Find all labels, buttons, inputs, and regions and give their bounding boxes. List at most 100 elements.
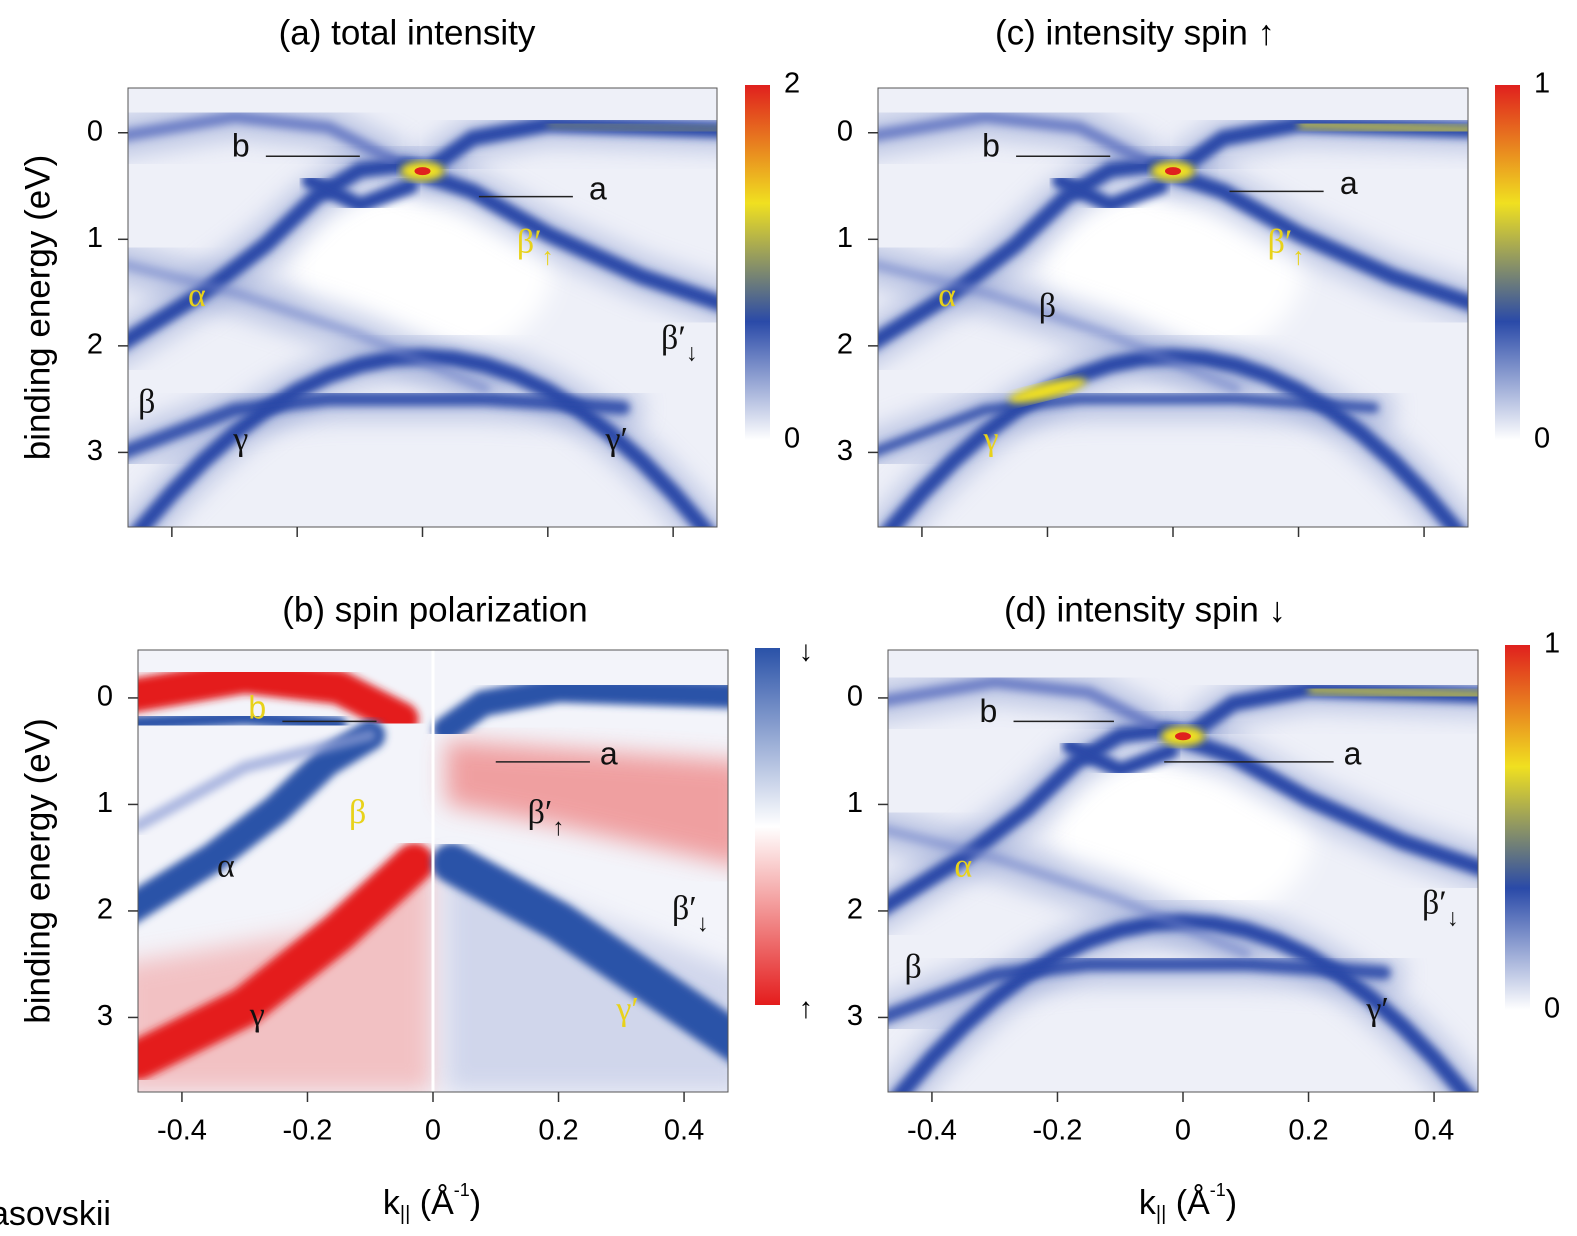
band-label: b — [232, 128, 250, 164]
heatmap — [128, 88, 717, 527]
band — [878, 260, 1241, 394]
band — [878, 394, 1379, 456]
y-tick-label: 3 — [847, 1000, 863, 1032]
heatmap — [138, 650, 728, 1092]
band — [138, 720, 386, 923]
x-axis-label: k|| (Å-1) — [383, 1180, 481, 1226]
band — [1162, 727, 1478, 876]
heatmap — [878, 88, 1468, 527]
panel-title: (c) intensity spin ↑ — [995, 13, 1275, 52]
band — [128, 392, 630, 459]
band-label-text: β — [904, 948, 921, 985]
panel: (b) spin polarization -0.4 -0.2 0 0.2 0.4 0 1 2 3… — [18, 590, 813, 1225]
band — [431, 843, 728, 1061]
band-label-text: a — [1344, 736, 1362, 772]
x-axis-label: k|| (Å-1) — [1139, 1180, 1237, 1226]
colorbar — [745, 85, 770, 440]
x-axis-label-part: k — [383, 1184, 401, 1222]
x-tick-label: 0 — [1175, 1115, 1191, 1147]
band-label: β — [904, 948, 921, 985]
band-label-sub: ↓ — [686, 340, 698, 366]
band — [888, 676, 1158, 731]
x-axis-label-part: || — [1156, 1203, 1166, 1225]
band-label: β′↑ — [517, 223, 554, 270]
band-label: β — [1039, 287, 1056, 324]
heatmap — [888, 650, 1478, 1092]
band-label-text: α — [938, 277, 956, 314]
band-label-text: b — [982, 128, 1000, 164]
band-label-text: γ′ — [615, 991, 638, 1028]
band — [878, 110, 1148, 166]
band-label: a — [1340, 165, 1358, 201]
x-axis-label-part: ) — [1226, 1184, 1237, 1222]
band-label-text: α — [954, 847, 972, 884]
band-label-text: β′ — [672, 890, 697, 927]
panel: (a) total intensity 0 1 2 3 binding energy (e… — [18, 13, 800, 537]
hotspot — [1175, 732, 1191, 741]
band-label: a — [600, 736, 618, 772]
hotspot — [414, 167, 431, 176]
band-label: α — [938, 277, 956, 314]
panel-title: (a) total intensity — [279, 13, 536, 52]
band-label-text: b — [248, 690, 266, 726]
band-label: γ′ — [615, 991, 638, 1028]
colorbar-label: ↑ — [799, 993, 814, 1025]
x-tick-label: 0.2 — [538, 1115, 578, 1147]
x-axis-label-part: (Å — [1166, 1184, 1210, 1222]
hotspot — [1298, 120, 1468, 134]
y-tick-label: 0 — [847, 681, 863, 713]
band — [128, 156, 443, 349]
band-label-sub: ↑ — [552, 815, 564, 841]
band-label-text: γ — [982, 421, 998, 458]
colorbar-tick-label: 1 — [1544, 628, 1560, 660]
x-axis-label-part: (Å — [410, 1184, 454, 1222]
band-label: β — [349, 794, 366, 831]
x-axis-label-part: ) — [470, 1184, 481, 1222]
panel: (c) intensity spin ↑ 0 1 2 3 0 1 b a α β′↑ β γ — [837, 13, 1550, 537]
band-label-text: α — [217, 847, 235, 884]
band-label: α — [217, 847, 235, 884]
band-label-sub: ↓ — [1447, 905, 1459, 931]
band-label: α — [954, 847, 972, 884]
band — [432, 676, 728, 743]
y-tick-label: 2 — [97, 894, 113, 926]
band-label: a — [589, 171, 607, 207]
x-tick-label: -0.2 — [1032, 1115, 1082, 1147]
band-label: α — [188, 277, 206, 314]
band-label-sub: ↓ — [697, 910, 709, 936]
band — [1062, 737, 1179, 779]
band — [138, 843, 435, 1080]
band — [138, 659, 419, 737]
band — [888, 825, 1251, 959]
band-label-text: α — [188, 277, 206, 314]
band-label: a — [1344, 736, 1362, 772]
band-label-text: β′ — [528, 794, 553, 831]
band-label: b — [248, 690, 266, 726]
hotspot — [547, 122, 717, 132]
hotspot — [1308, 685, 1478, 700]
band-label-text: β′ — [1422, 884, 1447, 921]
band-label: β — [138, 383, 155, 420]
band-label-text: β — [349, 794, 366, 831]
y-tick-label: 3 — [87, 435, 103, 467]
colorbar — [755, 648, 780, 1005]
band-label-text: a — [589, 171, 607, 207]
band — [301, 172, 418, 214]
band-label: γ′ — [605, 421, 628, 458]
x-axis-label-part: -1 — [454, 1180, 470, 1200]
band-label-text: b — [232, 128, 250, 164]
region — [445, 740, 728, 865]
band — [888, 957, 1391, 1024]
x-tick-label: -0.4 — [907, 1115, 957, 1147]
y-tick-label: 0 — [97, 681, 113, 713]
band-label-text: γ — [232, 421, 248, 458]
y-tick-label: 1 — [97, 787, 113, 819]
footer-text: asovskii — [0, 1195, 111, 1233]
panel: (d) intensity spin ↓ -0.4 -0.2 0 0.2 0.4 0 1 2 3 k… — [847, 590, 1560, 1225]
band-label-text: β — [1039, 287, 1056, 324]
colorbar-tick-label: 1 — [1534, 68, 1550, 100]
band-label: b — [980, 693, 998, 729]
x-tick-label: -0.4 — [157, 1115, 207, 1147]
y-tick-label: 1 — [847, 787, 863, 819]
